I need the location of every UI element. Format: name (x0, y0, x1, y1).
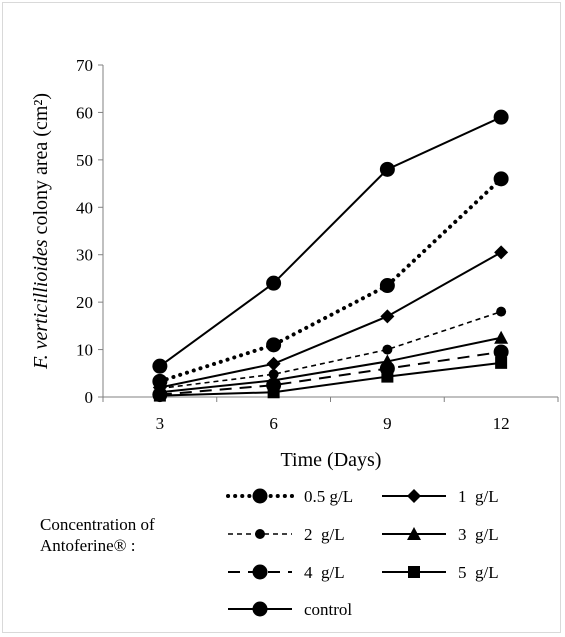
data-point (380, 309, 395, 324)
legend-swatch-marker (255, 529, 265, 539)
data-point (266, 337, 282, 353)
legend-label: 4 g/L (304, 563, 345, 582)
legend-swatch-marker (252, 601, 268, 617)
data-point (381, 370, 394, 383)
y-tick-label: 20 (76, 293, 93, 312)
x-axis-label: Time (Days) (281, 449, 382, 471)
legend-item-2: 2 g/L (228, 525, 345, 544)
legend-label: 1 g/L (458, 487, 499, 506)
data-point (494, 330, 509, 344)
x-tick-label: 6 (269, 414, 278, 433)
y-tick-label: 0 (85, 388, 94, 407)
x-tick-label: 3 (156, 414, 165, 433)
legend-item-4: 4 g/L (228, 563, 345, 582)
data-point (379, 161, 395, 177)
data-point (379, 278, 395, 294)
data-point (266, 356, 281, 371)
legend-item-6: control (228, 600, 352, 619)
data-point (153, 389, 166, 402)
legend-title-line1: Concentration of (40, 515, 155, 534)
series-5 (153, 356, 508, 402)
series-line (159, 350, 502, 396)
legend-swatch-marker (252, 488, 268, 504)
legend-swatch-marker (407, 489, 421, 503)
legend-label: 5 g/L (458, 563, 499, 582)
series-line (159, 251, 502, 389)
legend-label: 3 g/L (458, 525, 499, 544)
series-2 (154, 306, 507, 394)
series-0 (152, 171, 509, 389)
data-point (267, 386, 280, 399)
y-tick-label: 70 (76, 56, 93, 75)
series-line (159, 361, 502, 397)
data-point (495, 356, 508, 369)
y-tick-label: 10 (76, 341, 93, 360)
data-point (152, 358, 168, 374)
legend-item-0: 0.5 g/L (226, 487, 353, 506)
data-point (496, 306, 507, 317)
series-line (159, 116, 502, 367)
y-axis-label-rest: colony area (cm²) (30, 93, 52, 239)
legend-item-1: 1 g/L (382, 487, 499, 506)
series-line (159, 336, 502, 394)
data-point (493, 171, 509, 187)
series-1 (152, 245, 509, 395)
legend-swatch-marker (408, 566, 420, 578)
series-6 (152, 109, 509, 374)
y-tick-label: 50 (76, 151, 93, 170)
legend-item-5: 5 g/L (382, 563, 499, 582)
data-point (382, 344, 393, 355)
legend-title-line2: Antoferine® : (40, 536, 136, 555)
legend: 0.5 g/L 1 g/L 2 g/L 3 g/L 4 g/L 5 g/L control (226, 487, 499, 619)
series-line (157, 176, 504, 384)
y-tick-label: 60 (76, 103, 93, 122)
y-axis-label-italic: F. verticillioides (30, 239, 52, 370)
legend-label: 0.5 g/L (304, 487, 353, 506)
y-tick-label: 40 (76, 198, 93, 217)
legend-swatch-marker (252, 564, 268, 580)
legend-item-3: 3 g/L (382, 525, 499, 544)
axes: 0 10 20 30 40 50 60 70 3 6 9 12 (76, 56, 559, 433)
y-tick-label: 30 (76, 246, 93, 265)
y-axis-label: F. verticillioides colony area (cm²) (30, 93, 52, 370)
data-point (493, 344, 509, 360)
series-line (159, 310, 502, 390)
data-point (266, 275, 282, 291)
legend-swatch-marker (407, 527, 421, 540)
x-tick-label: 9 (383, 414, 392, 433)
legend-label: 2 g/L (304, 525, 345, 544)
data-point (494, 245, 509, 260)
x-tick-label: 12 (493, 414, 510, 433)
data-point (493, 109, 509, 125)
legend-label: control (304, 600, 352, 619)
plot-area (152, 109, 509, 403)
